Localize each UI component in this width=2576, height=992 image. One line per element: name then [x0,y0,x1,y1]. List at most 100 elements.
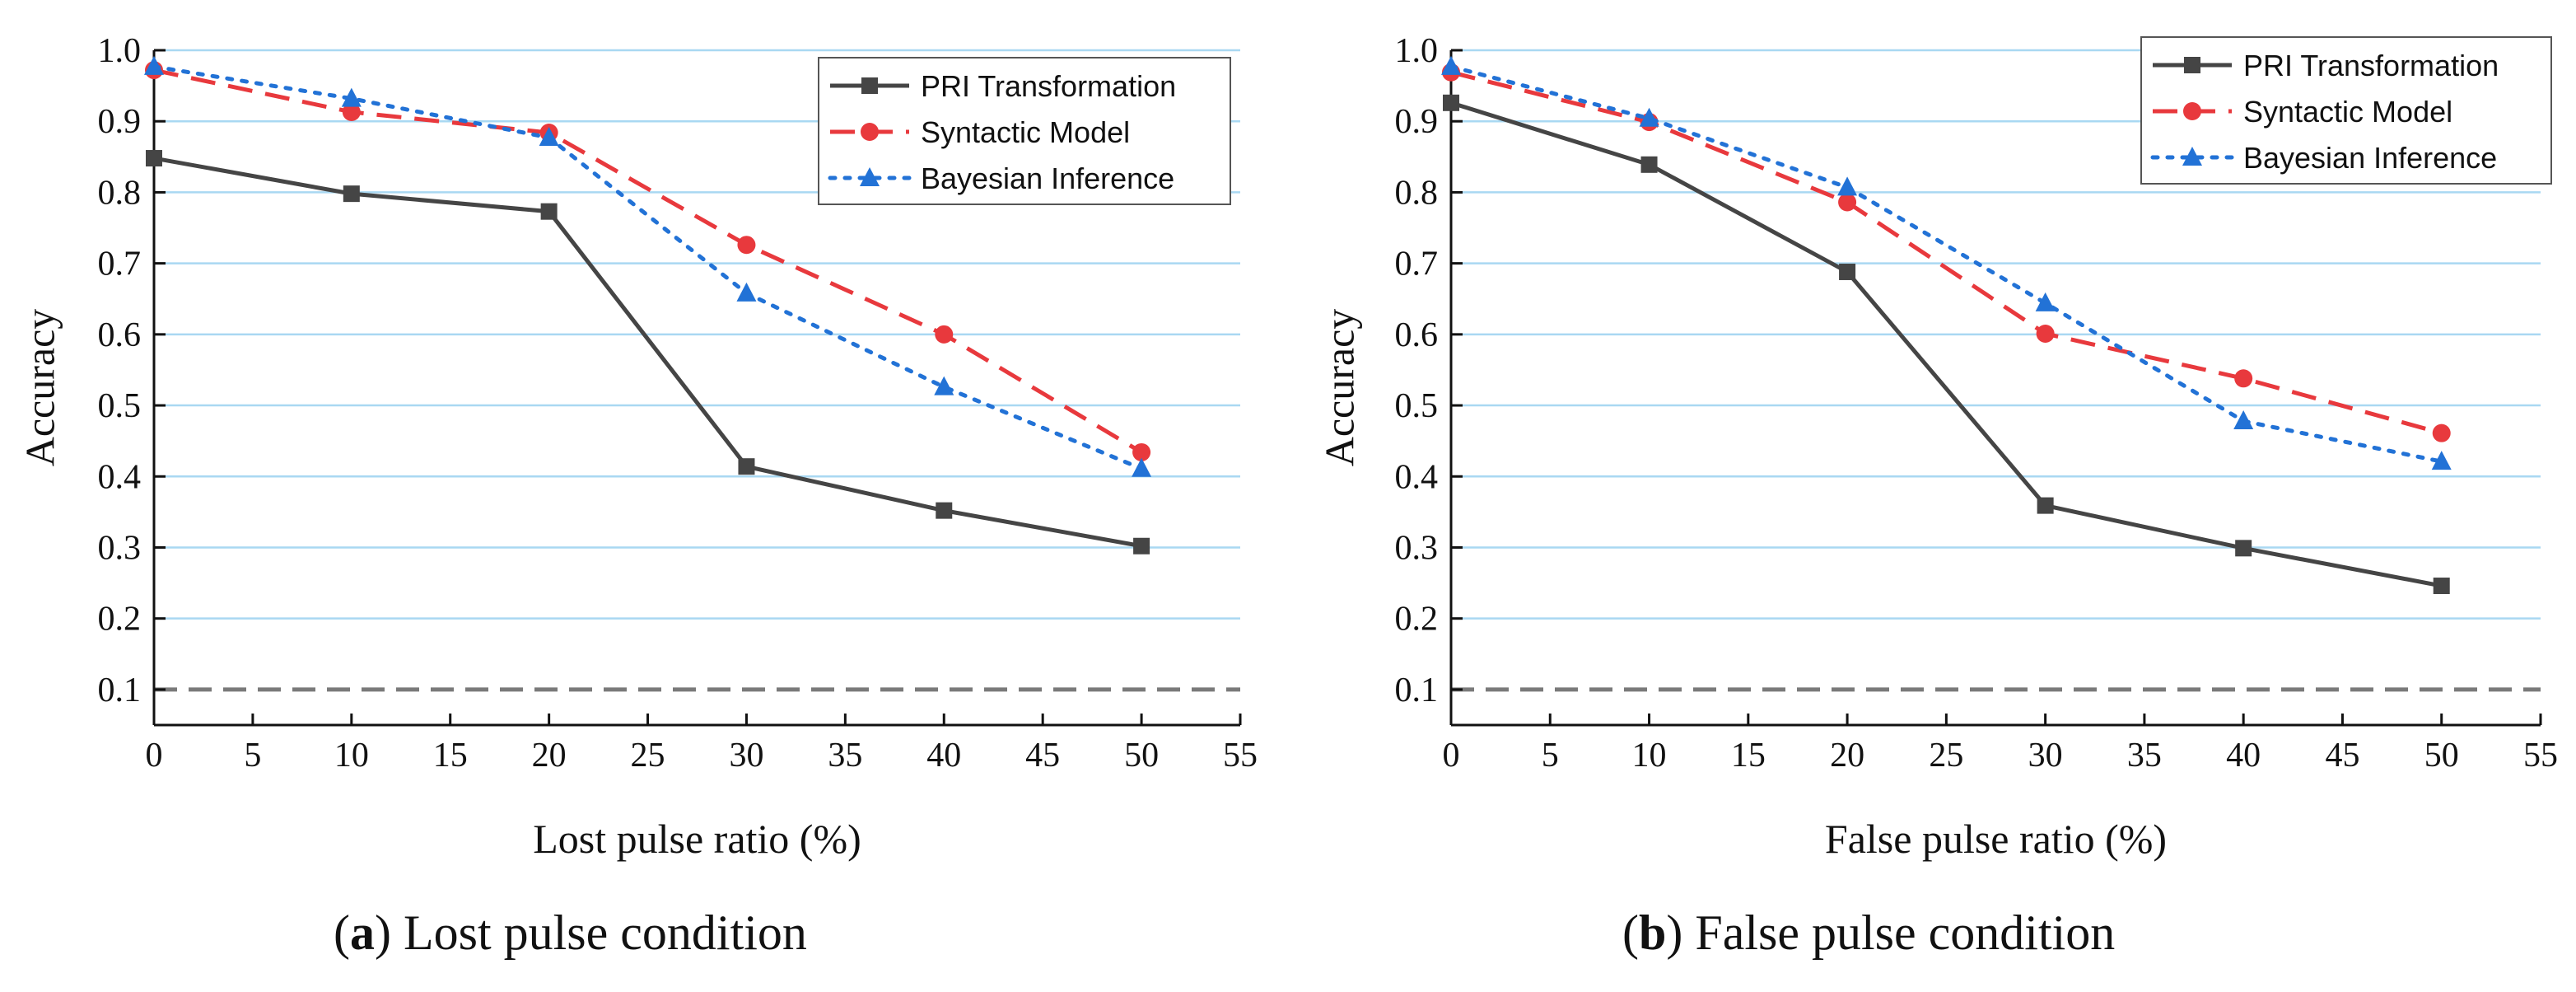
legend: PRI Transformation Syntactic Model Bayesia… [2140,36,2552,185]
x-tick-label: 20 [532,737,567,774]
series-pri-transformation [1443,94,2450,595]
x-tick-label: 5 [1542,737,1559,774]
series-bayesian-inference [1441,55,2452,470]
data-point [2182,147,2202,166]
x-tick-label: 50 [1124,737,1159,774]
legend-item: Bayesian Inference [2150,141,2497,175]
x-tick-label: 5 [244,737,261,774]
data-point [2235,540,2252,557]
data-point [2233,410,2254,430]
legend-label: Bayesian Inference [2243,141,2497,175]
legend-label: Syntactic Model [921,115,1130,149]
y-tick-label: 0.7 [1395,246,1439,283]
legend-item: Syntactic Model [2153,95,2452,129]
data-point [861,123,879,141]
legend-item: PRI Transformation [830,69,1176,103]
data-point [861,77,878,94]
data-point [1443,94,1459,111]
data-point [934,376,954,395]
legend-label: Bayesian Inference [921,161,1174,195]
data-point [935,325,954,344]
x-axis-title: False pulse ratio (%) [1825,816,2167,862]
x-tick-label: 10 [1632,737,1667,774]
chart-panel-b: 0 5 10 15 20 25 30 35 40 45 50 55 0.1 0.2 0.3 0.4 0.5 0.6… [1317,32,2559,960]
data-point [341,87,362,107]
y-tick-label: 0.4 [1395,458,1439,496]
data-point [2234,369,2253,388]
legend-item: PRI Transformation [2153,49,2499,82]
y-tick-label: 1.0 [1395,32,1439,70]
series-line [153,68,1143,455]
data-point [2432,423,2451,442]
data-point [1838,193,1857,212]
data-point [144,55,164,75]
x-tick-label: 10 [334,737,369,774]
x-tick-label: 50 [2424,737,2459,774]
data-point [2037,497,2054,514]
x-tick-label: 30 [729,737,763,774]
x-tick-label: 20 [1830,737,1864,774]
data-point [1639,107,1659,127]
y-tick-label: 0.2 [1395,601,1439,639]
legend-item: Bayesian Inference [828,161,1174,195]
data-point [860,167,880,186]
y-tick-label: 0.8 [98,174,142,212]
series-line [1450,70,2443,436]
x-tick-label: 40 [2226,737,2261,774]
data-point [2184,57,2200,73]
series-bayesian-inference [144,55,1152,477]
series-line [153,156,1142,549]
data-point [1132,442,1151,461]
legend-label: PRI Transformation [921,69,1176,103]
legend-item: Syntactic Model [830,115,1130,149]
x-tick-label: 35 [2127,737,2162,774]
y-tick-label: 0.1 [1395,671,1439,709]
series-line [152,64,1144,471]
y-tick-label: 0.6 [98,316,142,354]
legend-label: PRI Transformation [2243,49,2499,82]
data-point [936,502,953,519]
x-tick-label: 45 [2325,737,2359,774]
data-point [737,236,756,255]
y-axis-title: Accuracy [17,309,63,467]
data-point [146,150,162,167]
data-point [1839,263,1856,280]
data-point [1837,176,1858,196]
data-point [738,458,755,475]
series-line [1450,101,2443,588]
x-tick-label: 15 [433,737,468,774]
x-tick-label: 25 [1929,737,1963,774]
y-tick-label: 0.6 [1395,316,1439,354]
y-tick-label: 0.2 [98,601,142,639]
data-point [2036,324,2055,343]
data-point [1132,457,1152,477]
data-point [2433,578,2450,595]
data-point [540,203,558,220]
x-axis-title: Lost pulse ratio (%) [533,816,861,862]
data-point [342,103,361,122]
x-tick-label: 0 [1443,737,1460,774]
data-point [343,185,360,203]
data-point [2183,102,2201,120]
data-point [2431,451,2452,470]
x-tick-label: 40 [926,737,961,774]
series-line [1449,64,2444,464]
data-point [1133,537,1150,554]
y-tick-label: 0.5 [98,387,142,425]
x-tick-label: 35 [828,737,862,774]
y-tick-label: 1.0 [98,32,142,70]
data-point [2035,292,2056,311]
y-tick-label: 0.3 [1395,529,1439,567]
x-tick-label: 45 [1025,737,1060,774]
x-tick-label: 55 [1223,737,1258,774]
x-tick-label: 30 [2028,737,2063,774]
y-axis-title: Accuracy [1317,309,1363,467]
y-tick-label: 0.9 [98,103,142,141]
panel-caption: (a) Lost pulse condition [334,905,807,960]
data-point [736,282,757,302]
y-tick-label: 0.3 [98,529,142,567]
legend-label: Syntactic Model [2243,95,2452,129]
y-tick-label: 0.5 [1395,387,1439,425]
y-tick-label: 0.1 [98,671,142,709]
